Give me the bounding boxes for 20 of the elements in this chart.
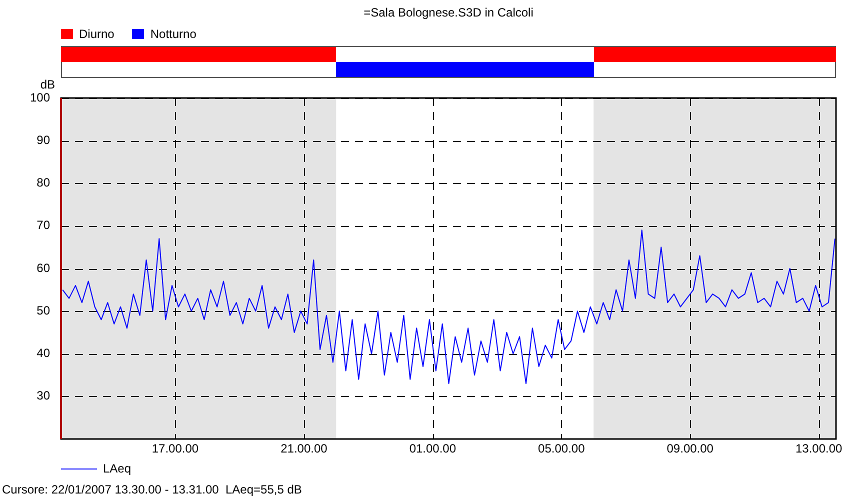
chart-title: =Sala Bolognese.S3D in Calcoli [364, 5, 534, 20]
legend-label: LAeq [103, 461, 132, 476]
x-tick-label: 05.00.00 [538, 442, 586, 456]
text: Diurno [79, 27, 114, 41]
x-tick-label: 01.00.00 [409, 442, 456, 456]
y-tick-label: 90 [36, 132, 50, 147]
text: Cursore: 22/01/2007 13.30.00 - 13.31.00 LAeq=55,5 dB [2, 482, 302, 496]
y-tick-label: 40 [36, 346, 50, 360]
x-tick-label: 09.00.00 [666, 442, 714, 456]
y-tick-label: 60 [36, 260, 50, 275]
y-tick-label: 70 [36, 218, 50, 232]
text: Notturno [150, 27, 196, 41]
y-tick-label: 30 [36, 388, 50, 403]
x-tick-label: 13.00.00 [795, 442, 843, 456]
y-tick-label: 50 [36, 303, 50, 318]
y-tick-label: 80 [36, 176, 50, 190]
y-axis-title: dB [40, 77, 55, 92]
x-tick-label: 21.00.00 [280, 442, 328, 456]
x-tick-label: 17.00.00 [152, 442, 199, 456]
y-tick-label: 100 [30, 90, 50, 104]
